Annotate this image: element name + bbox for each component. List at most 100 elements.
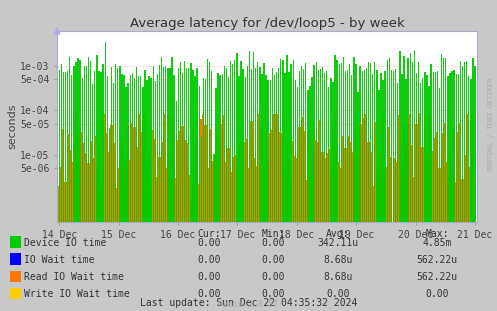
- Bar: [85, 66, 87, 222]
- Bar: [376, 70, 378, 222]
- Bar: [367, 142, 369, 222]
- Bar: [326, 153, 328, 222]
- Bar: [203, 78, 204, 222]
- Bar: [194, 76, 196, 222]
- Bar: [313, 151, 315, 222]
- Bar: [215, 132, 217, 222]
- Text: 562.22u: 562.22u: [417, 255, 458, 265]
- Bar: [340, 168, 342, 222]
- Bar: [430, 64, 432, 222]
- Bar: [330, 78, 331, 222]
- Bar: [397, 83, 399, 222]
- Text: 0.00: 0.00: [326, 289, 350, 299]
- Bar: [236, 53, 238, 222]
- Bar: [414, 50, 415, 222]
- Bar: [311, 77, 313, 222]
- Bar: [443, 123, 445, 222]
- Bar: [180, 62, 181, 222]
- Bar: [320, 69, 321, 222]
- Bar: [259, 67, 260, 222]
- Text: 0.00: 0.00: [197, 255, 221, 265]
- Bar: [436, 132, 438, 222]
- Text: 0.00: 0.00: [261, 272, 285, 282]
- Bar: [183, 140, 186, 222]
- Bar: [181, 126, 183, 222]
- Bar: [365, 114, 367, 222]
- Bar: [420, 83, 421, 222]
- Bar: [355, 127, 357, 222]
- Bar: [457, 132, 459, 222]
- Bar: [328, 87, 330, 222]
- Bar: [192, 130, 194, 222]
- Bar: [238, 142, 240, 222]
- Bar: [129, 160, 131, 222]
- Bar: [226, 67, 227, 222]
- Bar: [146, 164, 148, 222]
- Bar: [165, 168, 167, 222]
- Bar: [207, 59, 208, 222]
- Bar: [370, 63, 371, 222]
- Bar: [167, 114, 169, 222]
- Text: Cur:: Cur:: [197, 229, 221, 239]
- Bar: [269, 133, 271, 222]
- Bar: [246, 139, 248, 222]
- Bar: [382, 114, 384, 222]
- Bar: [63, 72, 64, 222]
- Bar: [380, 73, 382, 222]
- Bar: [422, 78, 423, 222]
- Bar: [407, 125, 409, 222]
- Bar: [204, 125, 207, 222]
- Bar: [111, 67, 112, 222]
- Bar: [140, 76, 142, 222]
- Bar: [58, 186, 60, 222]
- Bar: [449, 73, 451, 222]
- Bar: [418, 62, 419, 222]
- Bar: [142, 114, 144, 222]
- Bar: [228, 148, 230, 222]
- Bar: [159, 65, 160, 222]
- Bar: [104, 114, 106, 222]
- Bar: [368, 63, 369, 222]
- Bar: [136, 67, 137, 222]
- Bar: [243, 69, 244, 222]
- Bar: [152, 130, 154, 222]
- Bar: [108, 152, 110, 222]
- Bar: [87, 163, 89, 222]
- Bar: [257, 62, 258, 222]
- Bar: [133, 127, 136, 222]
- Bar: [196, 114, 198, 222]
- Bar: [271, 130, 273, 222]
- Bar: [125, 87, 127, 222]
- Bar: [380, 155, 382, 222]
- Bar: [119, 143, 121, 222]
- Text: Avg:: Avg:: [326, 229, 350, 239]
- Bar: [220, 75, 221, 222]
- Bar: [186, 68, 187, 222]
- Bar: [474, 180, 476, 222]
- Text: 562.22u: 562.22u: [417, 272, 458, 282]
- Bar: [230, 172, 232, 222]
- Bar: [60, 167, 63, 222]
- Bar: [207, 168, 209, 222]
- Bar: [345, 72, 346, 222]
- Bar: [136, 147, 138, 222]
- Bar: [110, 124, 112, 222]
- Bar: [338, 64, 340, 222]
- Bar: [153, 66, 154, 222]
- Bar: [336, 60, 338, 222]
- Bar: [296, 158, 299, 222]
- Bar: [464, 155, 466, 222]
- Bar: [374, 62, 375, 222]
- Bar: [228, 77, 229, 222]
- Bar: [259, 167, 261, 222]
- Bar: [419, 147, 422, 222]
- Bar: [286, 55, 288, 222]
- Bar: [318, 70, 319, 222]
- Bar: [332, 82, 333, 222]
- Bar: [305, 63, 307, 222]
- Bar: [322, 152, 324, 222]
- Bar: [466, 114, 468, 222]
- Bar: [391, 157, 393, 222]
- Bar: [453, 70, 455, 222]
- Bar: [288, 72, 290, 222]
